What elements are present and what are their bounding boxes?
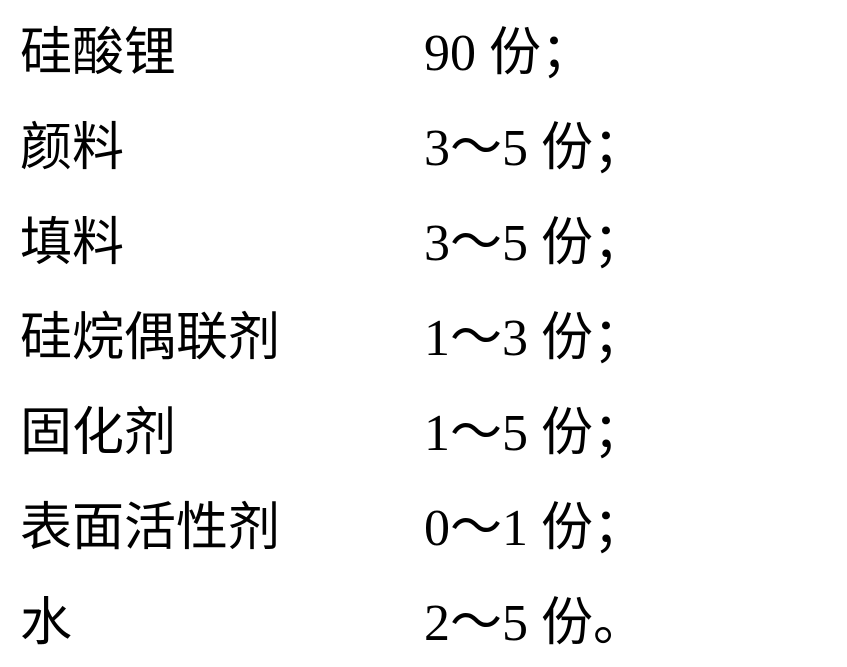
label-curing-agent: 固化剂 — [20, 390, 176, 465]
row-water: 水 2～5 份。 — [0, 570, 847, 665]
value-curing-agent: 1～5 份； — [424, 390, 645, 465]
row-curing-agent: 固化剂 1～5 份； — [0, 380, 847, 475]
row-silane-coupling-agent: 硅烷偶联剂 1～3 份； — [0, 285, 847, 380]
row-pigment: 颜料 3～5 份； — [0, 95, 847, 190]
label-silane-coupling-agent: 硅烷偶联剂 — [20, 295, 280, 370]
row-surfactant: 表面活性剂 0～1 份； — [0, 475, 847, 570]
value-silane-coupling-agent: 1～3 份； — [424, 295, 645, 370]
value-surfactant: 0～1 份； — [424, 485, 645, 560]
value-water: 2～5 份。 — [424, 580, 645, 655]
value-lithium-silicate: 90 份； — [424, 10, 593, 85]
label-pigment: 颜料 — [20, 105, 124, 180]
label-water: 水 — [20, 580, 72, 655]
row-lithium-silicate: 硅酸锂 90 份； — [0, 0, 847, 95]
value-filler: 3～5 份； — [424, 200, 645, 275]
value-pigment: 3～5 份； — [424, 105, 645, 180]
row-filler: 填料 3～5 份； — [0, 190, 847, 285]
label-surfactant: 表面活性剂 — [20, 485, 280, 560]
ingredient-list: 硅酸锂 90 份； 颜料 3～5 份； 填料 3～5 份； 硅烷偶联剂 1～3 … — [0, 0, 847, 667]
label-filler: 填料 — [20, 200, 124, 275]
label-lithium-silicate: 硅酸锂 — [20, 10, 176, 85]
